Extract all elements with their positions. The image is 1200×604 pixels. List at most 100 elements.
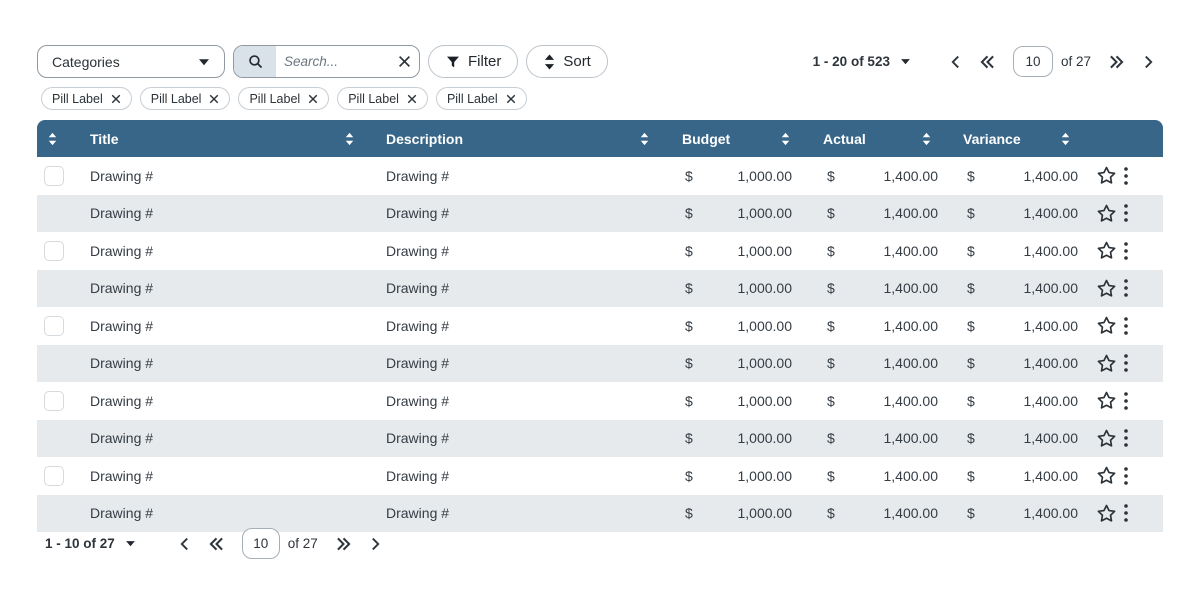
last-page-button[interactable] [1099, 55, 1134, 69]
variance-amount: 1,400.00 [1023, 430, 1079, 447]
actual-amount: 1,400.00 [883, 280, 939, 297]
row-favorite-button[interactable] [1096, 428, 1118, 449]
funnel-icon [445, 54, 461, 70]
row-description: Drawing # [386, 355, 450, 372]
categories-dropdown[interactable]: Categories [37, 45, 225, 78]
column-header-budget[interactable]: Budget [682, 130, 731, 147]
row-menu-button[interactable] [1118, 241, 1163, 260]
row-variance-cell: $ 1,400.00 [967, 168, 1096, 184]
sort-button-label: Sort [563, 53, 591, 70]
top-page-total-label: of 27 [1060, 54, 1091, 69]
caret-down-icon [125, 540, 136, 547]
row-description: Drawing # [386, 505, 450, 522]
row-menu-button[interactable] [1118, 429, 1163, 448]
bottom-pagination: 1 - 10 of 27 of 27 [45, 528, 390, 559]
top-range-dropdown[interactable]: 1 - 20 of 523 [813, 54, 911, 69]
row-checkbox[interactable] [44, 315, 64, 336]
last-page-button[interactable] [326, 537, 361, 551]
table-row: Drawing # Drawing # $ 1,000.00 $ 1,400.0… [37, 344, 1163, 382]
variance-amount: 1,400.00 [1023, 317, 1079, 334]
row-favorite-button[interactable] [1096, 203, 1118, 224]
filter-pill[interactable]: Pill Label [238, 87, 330, 110]
currency-symbol: $ [967, 355, 975, 372]
row-checkbox[interactable] [44, 465, 64, 486]
filter-pill[interactable]: Pill Label [435, 87, 527, 110]
search-icon [234, 46, 276, 77]
currency-symbol: $ [685, 167, 693, 184]
row-title: Drawing # [90, 280, 154, 297]
row-favorite-button[interactable] [1096, 240, 1118, 261]
row-title: Drawing # [90, 392, 154, 409]
previous-page-button[interactable] [170, 537, 199, 551]
row-menu-button[interactable] [1118, 166, 1163, 185]
actual-amount: 1,400.00 [883, 167, 939, 184]
row-actual-cell: $ 1,400.00 [827, 468, 967, 484]
first-page-button[interactable] [199, 537, 234, 551]
variance-amount: 1,400.00 [1023, 242, 1079, 259]
remove-pill-icon[interactable] [506, 94, 516, 104]
row-menu-button[interactable] [1118, 279, 1163, 298]
column-header-title[interactable]: Title [90, 130, 119, 147]
row-favorite-button[interactable] [1096, 390, 1118, 411]
row-checkbox[interactable] [44, 240, 64, 261]
table-row: Drawing # Drawing # $ 1,000.00 $ 1,400.0… [37, 232, 1163, 270]
currency-symbol: $ [827, 355, 835, 372]
column-header-actual[interactable]: Actual [823, 130, 866, 147]
row-favorite-button[interactable] [1096, 315, 1118, 336]
actual-amount: 1,400.00 [883, 467, 939, 484]
row-favorite-button[interactable] [1096, 465, 1118, 486]
filter-pill[interactable]: Pill Label [41, 87, 132, 110]
filter-pill-label: Pill Label [446, 91, 498, 106]
budget-amount: 1,000.00 [737, 280, 793, 297]
column-header-description[interactable]: Description [386, 130, 464, 147]
row-menu-button[interactable] [1118, 316, 1163, 335]
row-budget-cell: $ 1,000.00 [685, 280, 827, 296]
filter-button[interactable]: Filter [428, 45, 519, 78]
row-description: Drawing # [386, 467, 450, 484]
remove-pill-icon[interactable] [308, 94, 318, 104]
currency-symbol: $ [967, 205, 975, 222]
next-page-button[interactable] [1134, 55, 1163, 69]
previous-page-button[interactable] [941, 55, 970, 69]
remove-pill-icon[interactable] [407, 94, 417, 104]
remove-pill-icon[interactable] [111, 94, 121, 104]
row-select-cell [37, 503, 90, 523]
row-checkbox[interactable] [44, 165, 64, 186]
sort-icon-trailing[interactable] [1060, 132, 1071, 145]
row-favorite-button[interactable] [1096, 165, 1118, 186]
sort-button[interactable]: Sort [526, 45, 608, 78]
clear-search-icon[interactable] [389, 46, 419, 77]
row-budget-cell: $ 1,000.00 [685, 318, 827, 334]
row-checkbox[interactable] [44, 390, 64, 411]
row-menu-button[interactable] [1118, 204, 1163, 223]
sort-icon-variance[interactable] [921, 132, 932, 145]
filter-pills: Pill Label Pill Label Pill Label Pill La… [41, 87, 527, 110]
column-header-variance[interactable]: Variance [963, 130, 1021, 147]
row-menu-button[interactable] [1118, 504, 1163, 523]
row-actual-cell: $ 1,400.00 [827, 280, 967, 296]
row-budget-cell: $ 1,000.00 [685, 168, 827, 184]
sort-icon-budget[interactable] [639, 132, 650, 145]
currency-symbol: $ [967, 167, 975, 184]
variance-amount: 1,400.00 [1023, 467, 1079, 484]
row-favorite-button[interactable] [1096, 503, 1118, 524]
sort-icon-actual[interactable] [780, 132, 791, 145]
currency-symbol: $ [685, 505, 693, 522]
row-favorite-button[interactable] [1096, 353, 1118, 374]
chevron-right-icon [1144, 55, 1153, 69]
bottom-page-number-input[interactable] [241, 528, 280, 559]
row-favorite-button[interactable] [1096, 278, 1118, 299]
sort-icon-description[interactable] [344, 132, 355, 145]
next-page-button[interactable] [361, 537, 390, 551]
row-menu-button[interactable] [1118, 391, 1163, 410]
sort-icon-title[interactable] [47, 132, 58, 145]
top-page-number-input[interactable] [1012, 46, 1053, 77]
row-menu-button[interactable] [1118, 466, 1163, 485]
filter-pill[interactable]: Pill Label [139, 87, 231, 110]
search-input[interactable] [276, 46, 389, 77]
first-page-button[interactable] [970, 55, 1005, 69]
row-menu-button[interactable] [1118, 354, 1163, 373]
bottom-range-dropdown[interactable]: 1 - 10 of 27 [45, 536, 136, 551]
filter-pill[interactable]: Pill Label [337, 87, 428, 110]
remove-pill-icon[interactable] [209, 94, 219, 104]
